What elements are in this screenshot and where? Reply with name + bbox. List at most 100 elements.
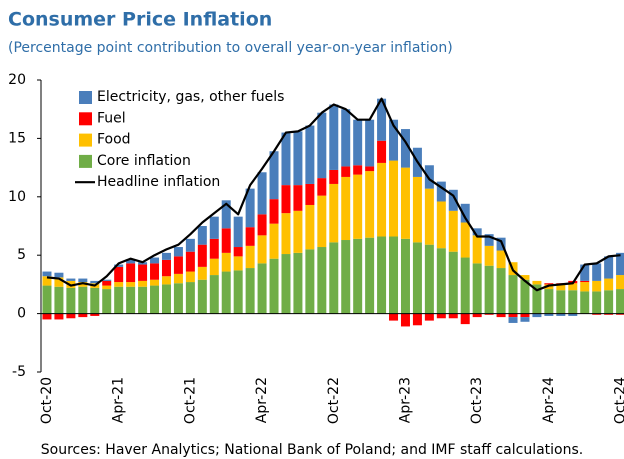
bar-segment <box>532 313 542 318</box>
bar-segment <box>102 279 112 281</box>
bar-segment <box>305 204 315 250</box>
bar-segment <box>138 264 148 281</box>
bar-segment <box>185 238 195 252</box>
x-tick-label: Apr-23 <box>397 377 413 423</box>
bar-segment <box>460 257 470 314</box>
bar-segment <box>161 284 171 314</box>
bar-segment <box>400 129 410 168</box>
bar-segment <box>365 119 375 167</box>
bar-segment <box>472 313 482 318</box>
bar-segment <box>293 131 303 186</box>
bar-segment <box>544 313 554 316</box>
bar-segment <box>448 313 458 319</box>
bar-segment <box>365 166 375 172</box>
bar-segment <box>341 240 351 314</box>
bar-segment <box>544 283 554 285</box>
bar-segment <box>353 165 363 175</box>
bar-segment <box>269 258 279 314</box>
bar-segment <box>365 237 375 314</box>
bar-segment <box>161 252 171 260</box>
bar-segment <box>568 313 578 316</box>
bar-segment <box>233 270 243 314</box>
bar-segment <box>78 278 88 283</box>
bar-segment <box>592 280 602 292</box>
bar-segment <box>54 286 64 314</box>
bar-segment <box>556 290 566 314</box>
bar-segment <box>150 263 160 280</box>
bar-segment <box>245 245 255 269</box>
bar-segment <box>436 181 446 202</box>
bar-segment <box>54 313 64 320</box>
bar-segment <box>161 276 171 285</box>
x-tick-label: Apr-21 <box>111 377 127 423</box>
bar-segment <box>221 228 231 253</box>
bar-segment <box>257 172 267 215</box>
bar-segment <box>329 169 339 184</box>
bar-segment <box>592 313 602 315</box>
bar-segment <box>532 280 542 285</box>
bar-segment <box>400 167 410 239</box>
bar-segment <box>604 256 614 279</box>
bar-segment <box>185 251 195 272</box>
bar-segment <box>138 280 148 287</box>
bar-segment <box>138 286 148 314</box>
bar-segment <box>604 290 614 314</box>
bar-segment <box>90 280 100 284</box>
bar-segment <box>293 210 303 253</box>
bar-segment <box>305 183 315 205</box>
bar-segment <box>460 313 470 325</box>
bar-segment <box>616 252 624 276</box>
bar-segment <box>293 185 303 211</box>
bar-segment <box>66 287 76 314</box>
bar-segment <box>484 265 494 314</box>
chart-title: Consumer Price Inflation <box>8 9 272 31</box>
bar-segment <box>150 257 160 264</box>
bar-segment <box>496 237 506 251</box>
bar-segment <box>233 247 243 257</box>
bar-segment <box>209 216 219 239</box>
bar-segment <box>460 203 470 223</box>
bar-segment <box>556 284 566 291</box>
bar-segment <box>592 291 602 314</box>
bar-segment <box>389 313 399 321</box>
bar-segment <box>472 235 482 264</box>
bar-segment <box>90 287 100 314</box>
legend-swatch <box>79 154 92 168</box>
bar-segment <box>54 272 64 278</box>
bar-segment <box>150 285 160 314</box>
bar-segment <box>281 132 291 186</box>
bar-segment <box>269 199 279 224</box>
bar-segment <box>568 290 578 314</box>
y-tick-label: -5 <box>12 364 26 380</box>
bar-segment <box>341 166 351 177</box>
bar-segment <box>114 266 124 283</box>
bar-segment <box>436 201 446 249</box>
bar-segment <box>424 313 434 321</box>
x-tick-label: Oct-23 <box>469 377 485 424</box>
bar-segment <box>78 313 88 318</box>
bar-segment <box>209 275 219 314</box>
bar-segment <box>353 174 363 239</box>
bar-segment <box>305 249 315 314</box>
bar-segment <box>544 289 554 314</box>
bar-segment <box>460 222 470 258</box>
bar-segment <box>209 238 219 259</box>
source-note: Sources: Haver Analytics; National Bank … <box>41 442 583 458</box>
bar-segment <box>377 162 387 237</box>
bar-segment <box>604 313 614 315</box>
bar-segment <box>412 242 422 314</box>
bar-segment <box>353 119 363 166</box>
bar-segment <box>233 216 243 248</box>
bar-segment <box>173 283 183 314</box>
bar-segment <box>580 291 590 314</box>
bar-segment <box>520 279 530 314</box>
y-tick-label: 5 <box>17 247 26 263</box>
bar-segment <box>257 214 267 236</box>
bar-segment <box>400 313 410 327</box>
bar-segment <box>102 289 112 314</box>
bar-segment <box>66 313 76 319</box>
bar-segment <box>126 282 136 287</box>
bar-segment <box>245 188 255 228</box>
bar-segment <box>317 247 327 314</box>
bar-segment <box>150 279 160 286</box>
